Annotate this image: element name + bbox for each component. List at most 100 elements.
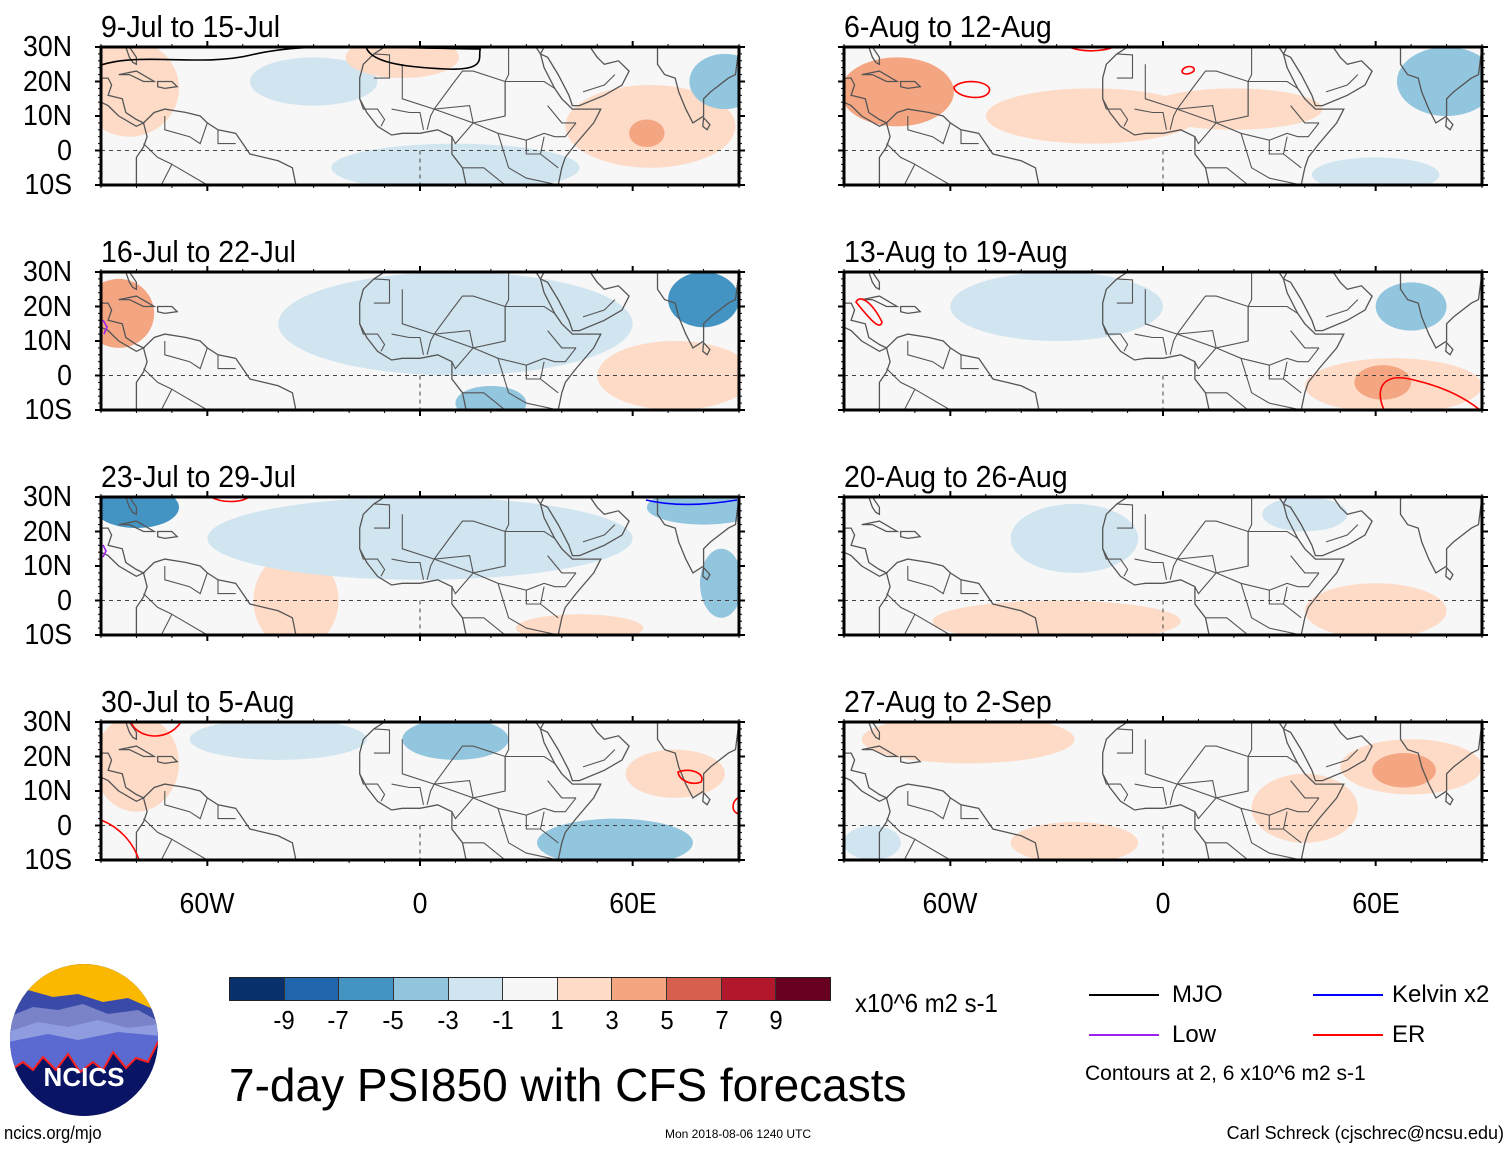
coastline bbox=[868, 497, 881, 516]
country-border bbox=[1102, 548, 1129, 577]
coastline bbox=[359, 722, 602, 860]
colorbar-tick-label: 5 bbox=[660, 1005, 674, 1035]
colorbar-swatch bbox=[776, 978, 831, 1000]
y-tick-label: 10S bbox=[24, 394, 72, 426]
negative-anomaly bbox=[844, 825, 901, 860]
y-tick-label: 0 bbox=[57, 134, 72, 167]
map-plot bbox=[838, 266, 1488, 416]
coastline bbox=[861, 295, 900, 308]
country-border bbox=[1169, 555, 1217, 595]
positive-anomaly bbox=[861, 722, 1075, 764]
y-tick-label: 30N bbox=[23, 31, 72, 63]
site-url[interactable]: ncics.org/mjo bbox=[4, 1123, 102, 1143]
positive-anomaly bbox=[629, 119, 665, 148]
coastline bbox=[900, 755, 922, 765]
contours-note: Contours at 2, 6 x10^6 m2 s-1 bbox=[1085, 1062, 1366, 1085]
country-border bbox=[525, 811, 545, 830]
colorbar-swatch bbox=[339, 978, 394, 1000]
country-border bbox=[1268, 811, 1288, 830]
country-border bbox=[1325, 749, 1359, 768]
y-tick-label: 0 bbox=[57, 584, 72, 617]
map-plot bbox=[95, 41, 745, 191]
positive-anomaly bbox=[1010, 822, 1139, 860]
negative-anomaly bbox=[331, 143, 580, 185]
y-tick-label: 20N bbox=[23, 515, 72, 548]
country-border bbox=[1205, 842, 1249, 860]
coastline bbox=[157, 80, 179, 90]
negative-anomaly bbox=[402, 722, 509, 760]
country-border bbox=[1325, 74, 1359, 93]
country-border bbox=[1169, 330, 1217, 370]
country-border bbox=[433, 520, 506, 560]
country-border bbox=[1134, 108, 1168, 130]
positive-anomaly bbox=[515, 614, 644, 635]
country-border bbox=[426, 105, 474, 145]
coastline bbox=[539, 497, 630, 557]
country-border bbox=[164, 791, 208, 820]
map-plot bbox=[95, 266, 745, 416]
country-border bbox=[1176, 745, 1249, 785]
country-border bbox=[1102, 323, 1129, 352]
country-border bbox=[1116, 53, 1134, 79]
legend-line-mjo bbox=[1089, 994, 1159, 996]
colorbar-tick-label: 9 bbox=[769, 1005, 783, 1035]
country-border bbox=[1116, 503, 1134, 529]
contour-er bbox=[732, 796, 739, 815]
country-border bbox=[1134, 783, 1168, 805]
x-tick-label: 60E bbox=[1351, 888, 1400, 920]
country-border bbox=[359, 548, 386, 577]
colorbar-swatch bbox=[284, 978, 340, 1000]
country-border bbox=[472, 347, 577, 366]
coastline bbox=[878, 783, 1040, 860]
coastline bbox=[861, 745, 900, 758]
country-border bbox=[401, 272, 510, 349]
panel-period-title: 23-Jul to 29-Jul bbox=[101, 459, 296, 494]
colorbar-swatch bbox=[230, 978, 285, 1000]
positive-anomaly bbox=[597, 341, 739, 410]
negative-anomaly bbox=[455, 385, 527, 410]
country-border bbox=[171, 163, 208, 185]
country-border bbox=[907, 116, 951, 145]
coastline bbox=[135, 108, 297, 185]
map-plot bbox=[95, 716, 745, 866]
contour-low bbox=[102, 544, 107, 558]
country-border bbox=[1215, 347, 1320, 366]
coastline bbox=[900, 80, 922, 90]
country-border bbox=[525, 136, 545, 155]
negative-anomaly bbox=[189, 722, 367, 760]
coastline bbox=[1445, 566, 1454, 581]
country-border bbox=[1290, 555, 1319, 574]
country-border bbox=[171, 838, 208, 860]
coastline bbox=[878, 333, 1040, 410]
coastline bbox=[868, 272, 881, 291]
x-tick-label: 0 bbox=[412, 888, 428, 920]
coastline bbox=[118, 745, 157, 758]
panel-period-title: 27-Aug to 2-Sep bbox=[844, 684, 1052, 719]
colorbar-tick-label: -9 bbox=[273, 1005, 295, 1035]
country-border bbox=[1247, 530, 1299, 566]
country-border bbox=[1134, 333, 1168, 355]
country-border bbox=[1144, 47, 1253, 124]
y-tick-label: 10N bbox=[23, 775, 72, 807]
country-border bbox=[359, 98, 386, 127]
country-border bbox=[373, 53, 391, 79]
country-border bbox=[426, 330, 474, 370]
colorbar-tick-label: -5 bbox=[382, 1005, 404, 1035]
country-border bbox=[171, 613, 208, 635]
positive-anomaly bbox=[625, 749, 725, 798]
coastline bbox=[157, 530, 179, 540]
y-tick-label: 10N bbox=[23, 550, 72, 582]
country-border bbox=[1169, 105, 1217, 145]
country-border bbox=[914, 613, 951, 635]
country-border bbox=[373, 728, 391, 754]
contour-er bbox=[1379, 377, 1481, 410]
coastline bbox=[125, 272, 138, 291]
colorbar-tick-label: 7 bbox=[714, 1005, 729, 1035]
country-border bbox=[582, 299, 616, 318]
country-border bbox=[217, 354, 236, 370]
country-border bbox=[525, 586, 545, 605]
country-border bbox=[907, 791, 951, 820]
map-plot bbox=[838, 41, 1488, 191]
x-tick-label: 0 bbox=[1155, 888, 1171, 920]
positive-anomaly bbox=[101, 722, 179, 812]
